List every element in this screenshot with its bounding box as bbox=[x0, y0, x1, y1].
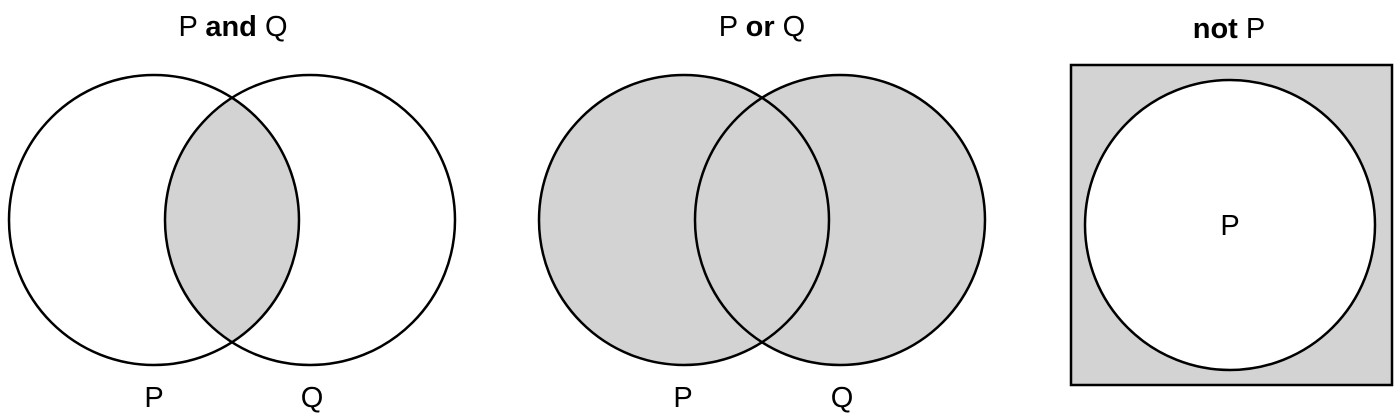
label-p: P bbox=[673, 382, 692, 414]
circle-p bbox=[7, 73, 301, 367]
circle-q bbox=[163, 73, 457, 367]
circle-p bbox=[1083, 78, 1377, 372]
venn-and-title: P and Q bbox=[178, 11, 287, 43]
label-q: Q bbox=[831, 382, 854, 414]
intersection-region bbox=[165, 75, 299, 365]
venn-or-title: P or Q bbox=[719, 11, 806, 43]
venn-or-group: P or Q P Q bbox=[537, 11, 987, 414]
union-region-q bbox=[695, 75, 985, 365]
label-p: P bbox=[144, 382, 163, 414]
label-q: Q bbox=[301, 382, 324, 414]
circle-q bbox=[693, 73, 987, 367]
venn-not-group: not P P bbox=[1069, 13, 1394, 387]
label-p: P bbox=[1220, 210, 1239, 242]
venn-and-group: P and Q P Q bbox=[7, 11, 457, 414]
venn-not-title: not P bbox=[1193, 13, 1266, 45]
circle-p bbox=[537, 73, 831, 367]
